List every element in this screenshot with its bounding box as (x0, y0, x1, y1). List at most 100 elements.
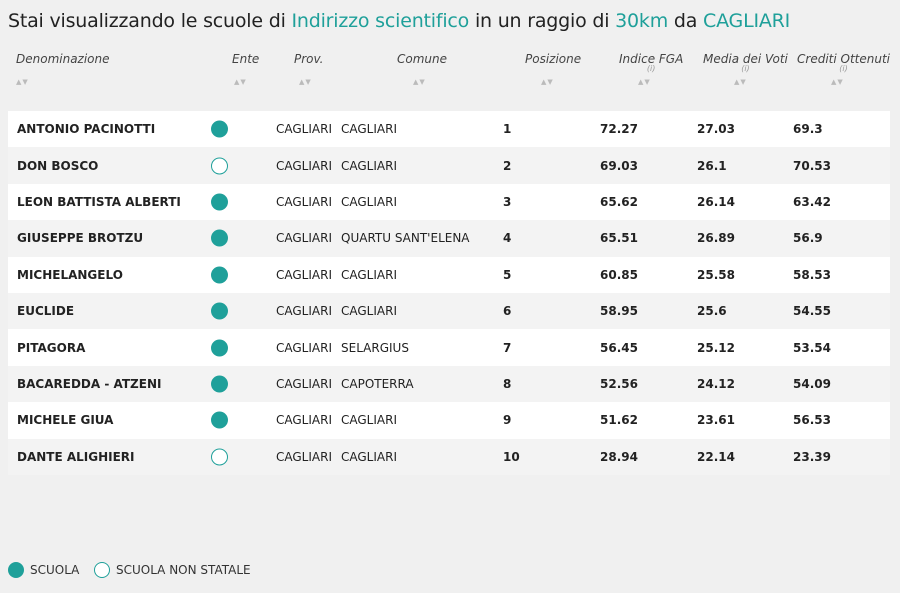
table-row[interactable]: MICHELE GIUA CAGLIARI CAGLIARI 9 51.62 23.61 5… (8, 402, 890, 439)
info-icon[interactable]: (i) (839, 64, 848, 73)
table-row[interactable]: BACAREDDA - ATZENI CAGLIARI CAPOTERRA 8 52.5… (8, 365, 890, 403)
cell-prov: CAGLIARI (276, 449, 332, 464)
cell-denominazione[interactable]: LEON BATTISTA ALBERTI (17, 194, 181, 209)
table-header: Denominazione ▲▼ Ente ▲▼ Prov. ▲▼ Comune… (0, 48, 900, 108)
cell-crediti: 54.55 (793, 304, 831, 319)
cell-prov: CAGLIARI (276, 158, 332, 173)
header-media-voti[interactable]: Media dei Voti (i) (703, 52, 788, 73)
table-row[interactable]: GIUSEPPE BROTZU CAGLIARI QUARTU SANT'ELENA… (8, 220, 890, 257)
cell-denominazione[interactable]: MICHELE GIUA (17, 413, 114, 428)
cell-indice-fga: 65.51 (600, 231, 638, 246)
empty-circle-icon (94, 562, 110, 578)
cell-indice-fga: 60.85 (600, 267, 638, 282)
sort-icon[interactable]: ▲▼ (541, 78, 554, 86)
empty-circle-icon (211, 448, 228, 466)
cell-comune: CAGLIARI (341, 413, 397, 428)
cell-posizione: 8 (503, 376, 512, 391)
cell-denominazione[interactable]: PITAGORA (17, 340, 86, 355)
cell-indice-fga: 51.62 (600, 413, 638, 428)
header-denominazione[interactable]: Denominazione (16, 52, 110, 66)
cell-comune: SELARGIUS (341, 340, 409, 355)
cell-posizione: 6 (503, 304, 512, 319)
cell-comune: CAGLIARI (341, 122, 397, 137)
sort-icon[interactable]: ▲▼ (734, 78, 747, 86)
schools-table: ANTONIO PACINOTTI CAGLIARI CAGLIARI 1 72.27 2… (8, 111, 890, 475)
cell-denominazione[interactable]: DON BOSCO (17, 158, 99, 173)
cell-crediti: 58.53 (793, 267, 831, 282)
filled-circle-icon (211, 120, 228, 138)
title-citta: CAGLIARI (703, 10, 791, 32)
cell-media-voti: 27.03 (697, 122, 735, 137)
cell-denominazione[interactable]: ANTONIO PACINOTTI (17, 122, 156, 137)
cell-prov: CAGLIARI (276, 267, 332, 282)
cell-prov: CAGLIARI (276, 376, 332, 391)
legend-item-scuola: SCUOLA (8, 562, 79, 578)
filled-circle-icon (211, 411, 228, 429)
empty-circle-icon (211, 157, 228, 175)
sort-icon[interactable]: ▲▼ (638, 78, 651, 86)
table-row[interactable]: PITAGORA CAGLIARI SELARGIUS 7 56.45 25.12 53.5… (8, 329, 890, 366)
cell-media-voti: 24.12 (697, 376, 735, 391)
header-indice-fga[interactable]: Indice FGA (i) (619, 52, 684, 73)
legend-label: SCUOLA NON STATALE (116, 563, 251, 577)
cell-prov: CAGLIARI (276, 340, 332, 355)
filled-circle-icon (211, 266, 228, 284)
table-row[interactable]: EUCLIDE CAGLIARI CAGLIARI 6 58.95 25.6 54.55 (8, 292, 890, 330)
legend-label: SCUOLA (30, 563, 80, 577)
cell-prov: CAGLIARI (276, 231, 332, 246)
cell-comune: CAGLIARI (341, 304, 397, 319)
header-ente[interactable]: Ente (232, 52, 260, 66)
title-prefix: Stai visualizzando le scuole di (8, 10, 292, 32)
cell-posizione: 4 (503, 231, 512, 246)
cell-media-voti: 26.14 (697, 194, 735, 209)
cell-indice-fga: 72.27 (600, 122, 638, 137)
cell-indice-fga: 56.45 (600, 340, 638, 355)
cell-posizione: 10 (503, 449, 520, 464)
cell-comune: CAGLIARI (341, 194, 397, 209)
sort-icon[interactable]: ▲▼ (831, 78, 844, 86)
table-row[interactable]: MICHELANGELO CAGLIARI CAGLIARI 5 60.85 25.58 5… (8, 256, 890, 293)
cell-denominazione[interactable]: MICHELANGELO (17, 267, 123, 282)
cell-posizione: 1 (503, 122, 512, 137)
cell-crediti: 56.9 (793, 231, 823, 246)
sort-icon[interactable]: ▲▼ (16, 78, 29, 86)
title-middle: in un raggio di (469, 10, 616, 32)
header-crediti[interactable]: Crediti Ottenuti (i) (797, 52, 890, 73)
filled-circle-icon (211, 375, 228, 393)
table-row[interactable]: DON BOSCO CAGLIARI CAGLIARI 2 69.03 26.1 70.53 (8, 147, 890, 184)
cell-media-voti: 25.58 (697, 267, 735, 282)
cell-indice-fga: 58.95 (600, 304, 638, 319)
cell-posizione: 5 (503, 267, 512, 282)
cell-media-voti: 23.61 (697, 413, 735, 428)
sort-icon[interactable]: ▲▼ (234, 78, 247, 86)
header-prov[interactable]: Prov. (294, 52, 324, 66)
cell-media-voti: 26.89 (697, 231, 735, 246)
cell-denominazione[interactable]: EUCLIDE (17, 304, 75, 319)
filled-circle-icon (211, 193, 228, 211)
cell-posizione: 3 (503, 194, 512, 209)
cell-media-voti: 25.12 (697, 340, 735, 355)
header-comune[interactable]: Comune (397, 52, 448, 66)
filled-circle-icon (8, 562, 24, 578)
cell-prov: CAGLIARI (276, 413, 332, 428)
cell-prov: CAGLIARI (276, 122, 332, 137)
header-posizione[interactable]: Posizione (525, 52, 582, 66)
cell-denominazione[interactable]: DANTE ALIGHIERI (17, 449, 135, 464)
cell-denominazione[interactable]: BACAREDDA - ATZENI (17, 376, 162, 391)
info-icon[interactable]: (i) (646, 64, 656, 73)
cell-crediti: 56.53 (793, 413, 831, 428)
cell-indice-fga: 65.62 (600, 194, 638, 209)
title-indirizzo: Indirizzo scientifico (291, 10, 470, 32)
sort-icon[interactable]: ▲▼ (413, 78, 426, 86)
filled-circle-icon (211, 229, 228, 247)
cell-indice-fga: 52.56 (600, 376, 638, 391)
cell-crediti: 69.3 (793, 122, 823, 137)
cell-denominazione[interactable]: GIUSEPPE BROTZU (17, 231, 144, 246)
table-row[interactable]: DANTE ALIGHIERI CAGLIARI CAGLIARI 10 28.94 22… (8, 438, 890, 475)
cell-media-voti: 22.14 (697, 449, 735, 464)
legend-item-non-statale: SCUOLA NON STATALE (94, 562, 251, 578)
sort-icon[interactable]: ▲▼ (299, 78, 312, 86)
table-row[interactable]: LEON BATTISTA ALBERTI CAGLIARI CAGLIARI 3 65… (8, 183, 890, 221)
table-row[interactable]: ANTONIO PACINOTTI CAGLIARI CAGLIARI 1 72.27 2… (8, 111, 890, 148)
info-icon[interactable]: (i) (741, 64, 750, 73)
